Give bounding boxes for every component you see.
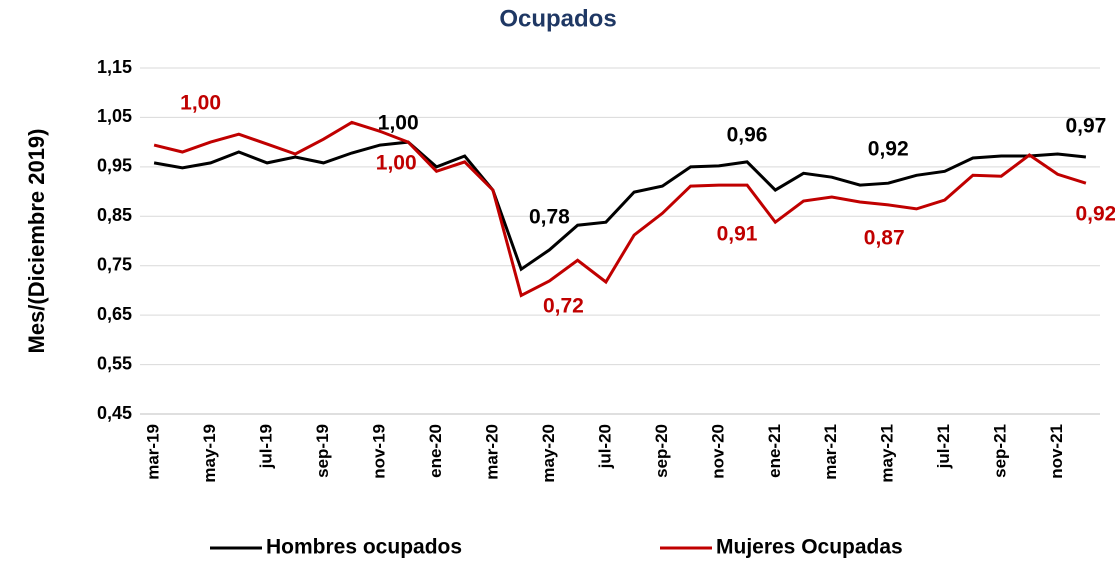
y-tick-label: 0,95: [97, 156, 132, 176]
data-label: 0,87: [864, 226, 905, 249]
x-tick-label: ene-20: [426, 424, 445, 478]
data-label: 1,00: [180, 92, 221, 115]
data-label: 0,97: [1065, 115, 1106, 138]
y-tick-label: 0,65: [97, 304, 132, 324]
data-label: 0,91: [717, 223, 758, 246]
x-tick-label: mar-21: [821, 424, 840, 480]
x-tick-label: nov-20: [708, 424, 727, 479]
chart-title: Ocupados: [499, 5, 616, 32]
y-tick-label: 1,15: [97, 57, 132, 77]
x-tick-label: mar-19: [144, 424, 163, 480]
x-tick-label: nov-21: [1047, 424, 1066, 479]
x-tick-label: may-20: [539, 424, 558, 483]
legend-label: Hombres ocupados: [266, 536, 462, 559]
x-tick-label: mar-20: [482, 424, 501, 480]
data-label: 1,00: [376, 152, 417, 175]
x-tick-label: ene-21: [765, 424, 784, 478]
y-tick-label: 1,05: [97, 106, 132, 126]
data-label: 0,78: [529, 205, 570, 228]
x-tick-label: sep-20: [652, 424, 671, 478]
x-tick-label: sep-19: [313, 424, 332, 478]
y-tick-label: 0,55: [97, 353, 132, 373]
x-tick-label: nov-19: [369, 424, 388, 479]
series-line: [153, 120, 1087, 298]
y-axis-label: Mes/(Diciembre 2019): [24, 129, 49, 354]
data-label: 0,96: [727, 123, 768, 146]
x-tick-label: may-19: [200, 424, 219, 483]
legend-label: Mujeres Ocupadas: [716, 536, 903, 559]
x-tick-label: may-21: [878, 424, 897, 483]
x-tick-label: sep-21: [991, 424, 1010, 478]
series-line: [153, 140, 1087, 272]
data-label: 1,00: [378, 112, 419, 135]
y-tick-label: 0,75: [97, 254, 132, 274]
x-tick-label: jul-20: [595, 424, 614, 469]
y-tick-label: 0,85: [97, 205, 132, 225]
y-tick-label: 0,45: [97, 403, 132, 423]
x-tick-label: jul-21: [934, 424, 953, 469]
data-label: 0,72: [543, 295, 584, 318]
data-label: 0,92: [868, 138, 909, 161]
data-label: 0,92: [1075, 203, 1115, 226]
x-tick-label: jul-19: [257, 424, 276, 469]
